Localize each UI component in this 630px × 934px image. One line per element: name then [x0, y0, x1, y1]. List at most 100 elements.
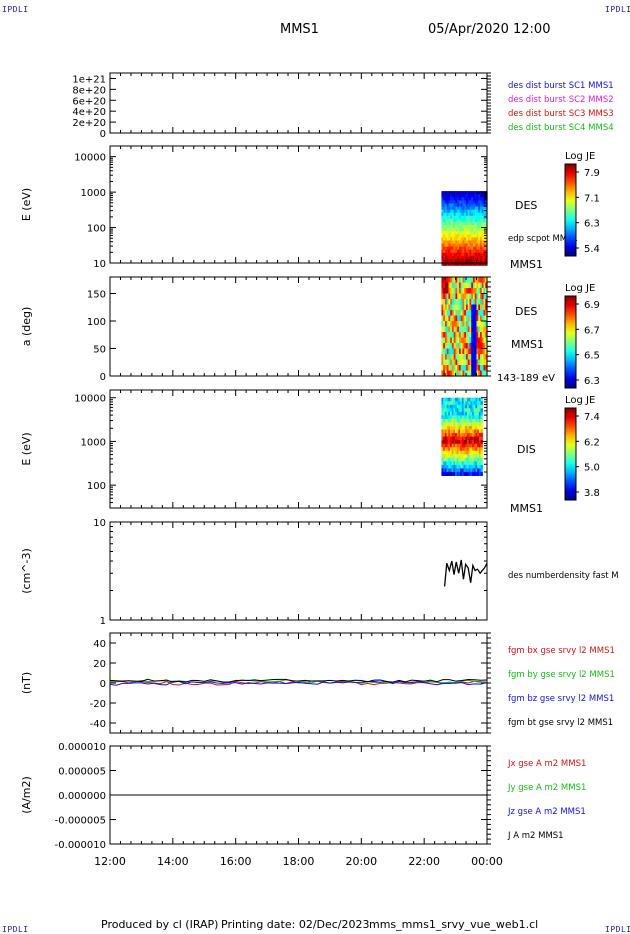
spectrogram-cell	[446, 425, 449, 430]
pitch-angle-cell	[450, 337, 453, 344]
spectrogram-cell	[479, 212, 483, 217]
spectrogram-cell	[444, 255, 448, 260]
pitch-angle-cell	[446, 315, 450, 322]
pitch-angle-cell	[485, 304, 488, 311]
spectrogram-cell	[460, 468, 463, 473]
spectrogram-cell	[462, 209, 465, 214]
spectrogram-cell	[451, 461, 454, 466]
spectrogram-cell	[457, 237, 460, 242]
pitch-angle-cell	[474, 370, 478, 377]
pitch-angle-cell	[472, 354, 476, 361]
pitch-angle-cell	[478, 299, 481, 306]
spectrogram-cell	[471, 197, 474, 202]
spectrogram-cell	[448, 258, 451, 263]
spectrogram-cell	[446, 255, 450, 260]
spectrogram-cell	[458, 457, 461, 462]
pitch-angle-cell	[441, 343, 444, 350]
pitch-angle-cell	[444, 304, 448, 311]
pitch-angle-cell	[481, 299, 485, 306]
spectrogram-cell	[474, 240, 478, 245]
spectrogram-cell	[448, 215, 451, 220]
spectrogram-cell	[473, 404, 477, 409]
pitch-angle-cell	[458, 282, 462, 289]
panel-frame	[109, 276, 488, 377]
spectrogram-cell	[441, 218, 444, 223]
spectrogram-cell	[458, 252, 462, 257]
spectrogram-cell	[448, 436, 451, 441]
spectrogram-cell	[479, 237, 483, 242]
spectrogram-cell	[448, 468, 451, 473]
pitch-angle-cell	[448, 277, 451, 284]
pitch-angle-cell	[453, 343, 457, 350]
spectrogram-cell	[478, 200, 481, 205]
spectrogram-cell	[478, 397, 482, 402]
spectrogram-cell	[464, 252, 467, 257]
spectrogram-cell	[457, 225, 460, 229]
spectrogram-cell	[474, 262, 478, 266]
spectrogram-cell	[463, 418, 466, 423]
spectrogram-cell	[469, 249, 472, 254]
spectrogram-cell	[451, 252, 455, 257]
pitch-angle-cell	[453, 293, 457, 300]
pitch-angle-cell	[465, 277, 469, 284]
spectrogram-cell	[451, 234, 455, 239]
pitch-angle-cell	[455, 348, 458, 355]
spectrogram-cell	[451, 450, 454, 455]
spectrogram-cell	[483, 203, 486, 208]
spectrogram-cell	[441, 422, 444, 427]
spectrogram-cell	[455, 258, 458, 263]
spectrogram-cell	[441, 231, 444, 235]
spectrogram-cell	[451, 231, 455, 235]
spectrogram-cell	[470, 471, 473, 476]
pitch-angle-cell	[469, 348, 472, 355]
spectrogram-cell	[469, 200, 472, 205]
spectrogram-cell	[475, 404, 478, 409]
spectrogram-cell	[458, 408, 461, 413]
spectrogram-cell	[458, 191, 462, 195]
spectrogram-cell	[455, 252, 458, 257]
pitch-angle-cell	[460, 299, 464, 306]
pitch-angle-cell	[467, 315, 471, 322]
pitch-angle-cell	[465, 326, 469, 333]
spectrogram-cell	[467, 206, 471, 211]
spectrogram-cell	[444, 240, 448, 245]
pitch-angle-cell	[450, 310, 453, 317]
spectrogram-cell	[476, 234, 479, 239]
spectrogram-cell	[470, 397, 473, 402]
spectrogram-cell	[483, 262, 486, 266]
spectrogram-cell	[441, 411, 444, 416]
spectrogram-cell	[469, 212, 472, 217]
spectrogram-cell	[455, 228, 458, 232]
spectrogram-cell	[444, 440, 448, 445]
y-tick-label: 150	[87, 290, 106, 301]
spectrogram-cell	[476, 228, 479, 232]
spectrogram-cell	[453, 252, 457, 257]
pitch-angle-cell	[479, 365, 483, 372]
pitch-angle-cell	[483, 277, 486, 284]
pitch-angle-cell	[485, 365, 488, 372]
spectrogram-cell	[469, 206, 472, 211]
instrument-label: DES	[515, 305, 537, 318]
spectrogram-cell	[468, 468, 471, 473]
spectrogram-cell	[443, 464, 446, 469]
spectrogram-cell	[443, 206, 446, 211]
spectrogram-cell	[465, 237, 469, 242]
spectrogram-cell	[441, 215, 444, 220]
spectrogram-cell	[443, 436, 446, 441]
spectrogram-cell	[477, 471, 480, 476]
pitch-angle-cell	[443, 326, 446, 333]
spectrogram-cell	[446, 464, 449, 469]
spectrogram-cell	[453, 225, 457, 229]
pitch-angle-cell	[457, 359, 460, 366]
pitch-angle-cell	[448, 293, 451, 300]
pitch-angle-cell	[458, 354, 462, 361]
pitch-angle-cell	[444, 365, 448, 372]
legend-entry: des dist burst SC4 MMS4	[508, 123, 614, 133]
pitch-angle-cell	[478, 359, 481, 366]
pitch-angle-cell	[483, 348, 486, 355]
pitch-angle-cell	[469, 370, 472, 377]
spectrogram-cell	[465, 197, 469, 202]
spectrogram-cell	[472, 450, 475, 455]
spectrogram-cell	[444, 194, 448, 198]
pitch-angle-cell	[443, 299, 446, 306]
